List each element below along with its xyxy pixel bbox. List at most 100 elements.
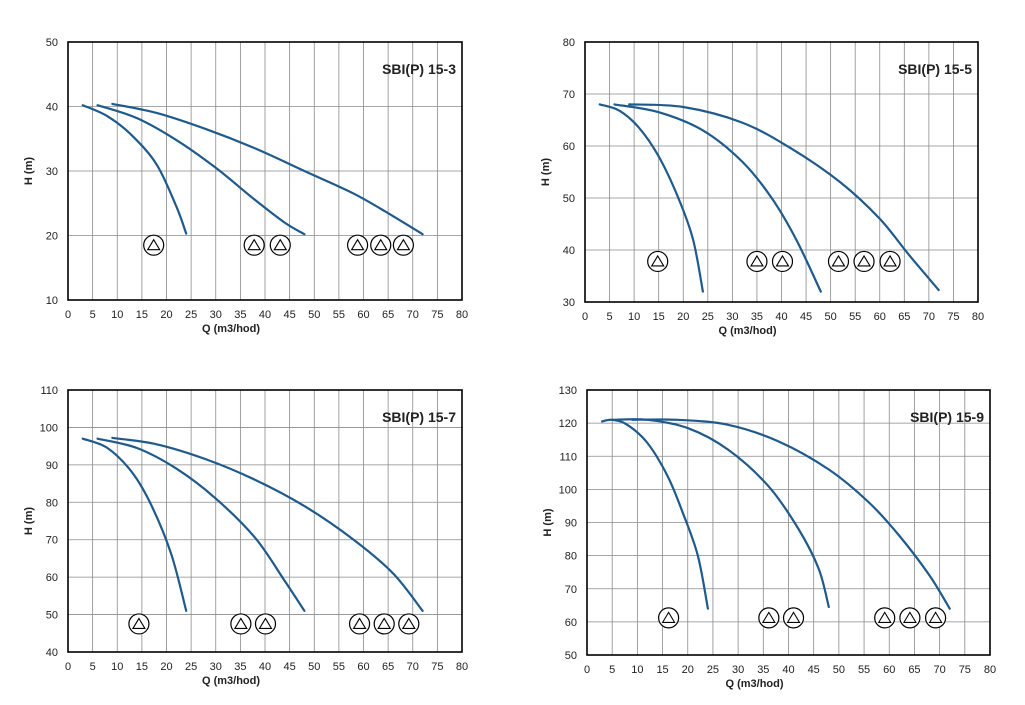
x-tick-label: 35 bbox=[234, 661, 246, 673]
x-tick-label: 20 bbox=[677, 311, 689, 323]
pump-marker-icon bbox=[853, 250, 875, 273]
x-tick-label: 5 bbox=[90, 661, 96, 673]
y-tick-label: 110 bbox=[559, 451, 577, 463]
x-axis-label: Q (m3/hod) bbox=[202, 323, 260, 335]
x-tick-label: 25 bbox=[185, 661, 197, 673]
y-tick-label: 20 bbox=[46, 231, 58, 243]
y-tick-label: 60 bbox=[565, 617, 577, 629]
y-tick-label: 130 bbox=[559, 385, 577, 397]
pump-marker-icon bbox=[899, 607, 921, 629]
triangle-icon bbox=[258, 617, 273, 629]
x-tick-label: 15 bbox=[136, 661, 148, 673]
x-tick-label: 20 bbox=[160, 309, 172, 321]
x-tick-label: 65 bbox=[382, 309, 394, 321]
x-tick-label: 15 bbox=[656, 664, 668, 676]
x-tick-label: 30 bbox=[210, 309, 222, 321]
y-tick-label: 10 bbox=[46, 295, 58, 307]
x-tick-label: 80 bbox=[972, 311, 984, 323]
x-tick-label: 60 bbox=[883, 664, 895, 676]
triangle-icon bbox=[396, 238, 411, 251]
x-tick-label: 30 bbox=[726, 311, 738, 323]
marker-circle bbox=[370, 234, 392, 256]
y-tick-label: 70 bbox=[46, 535, 58, 547]
triangle-icon bbox=[883, 254, 898, 267]
chart-title: SBI(P) 15-5 bbox=[898, 61, 972, 77]
triangle-icon bbox=[786, 611, 801, 623]
y-tick-label: 50 bbox=[46, 610, 58, 622]
marker-circle bbox=[658, 607, 680, 629]
x-tick-label: 55 bbox=[333, 309, 345, 321]
x-tick-label: 50 bbox=[833, 664, 845, 676]
pump-curve-2 bbox=[96, 104, 306, 236]
chart-panel-2: 0 5 10 15 20 25 30 35 40 45 50 55 60 65 70 75 80 30 40 50 60… bbox=[540, 37, 984, 337]
y-tick-label: 70 bbox=[565, 584, 577, 596]
pump-curve-3 bbox=[111, 436, 424, 612]
marker-circle bbox=[269, 234, 291, 256]
pump-curve-1 bbox=[601, 418, 709, 610]
x-tick-label: 75 bbox=[431, 309, 443, 321]
pump-curve-3 bbox=[111, 102, 424, 236]
x-tick-label: 35 bbox=[757, 664, 769, 676]
x-tick-label: 55 bbox=[333, 661, 345, 673]
y-tick-label: 90 bbox=[565, 518, 577, 530]
marker-circle bbox=[771, 250, 794, 273]
pump-marker-icon bbox=[128, 613, 150, 635]
x-tick-label: 65 bbox=[898, 311, 910, 323]
y-tick-label: 30 bbox=[563, 297, 575, 309]
triangle-icon bbox=[775, 254, 790, 267]
pump-marker-icon bbox=[782, 607, 805, 629]
y-tick-label: 40 bbox=[46, 647, 58, 659]
x-tick-label: 20 bbox=[682, 664, 694, 676]
marker-circle bbox=[924, 607, 947, 629]
x-tick-label: 50 bbox=[308, 661, 320, 673]
x-tick-label: 0 bbox=[582, 311, 588, 323]
triangle-icon bbox=[877, 611, 892, 623]
x-tick-label: 50 bbox=[825, 311, 837, 323]
marker-circle bbox=[346, 234, 369, 256]
pump-marker-icon bbox=[647, 250, 669, 273]
y-axis-label: H (m) bbox=[540, 158, 552, 186]
x-tick-label: 0 bbox=[65, 661, 71, 673]
x-tick-label: 60 bbox=[357, 661, 369, 673]
pump-marker-icon bbox=[230, 613, 252, 635]
marker-circle bbox=[899, 607, 921, 629]
x-tick-label: 40 bbox=[782, 664, 794, 676]
marker-circle bbox=[254, 613, 277, 635]
pump-marker-icon bbox=[874, 607, 896, 629]
pump-marker-icon bbox=[348, 613, 371, 635]
pump-marker-icon bbox=[771, 250, 794, 273]
y-tick-label: 100 bbox=[559, 484, 577, 496]
x-tick-label: 45 bbox=[284, 309, 296, 321]
x-tick-label: 60 bbox=[874, 311, 886, 323]
x-tick-label: 45 bbox=[808, 664, 820, 676]
pump-marker-icon bbox=[924, 607, 947, 629]
marker-circle bbox=[879, 250, 901, 273]
x-axis-label: Q (m3/hod) bbox=[725, 678, 783, 690]
x-tick-label: 75 bbox=[431, 661, 443, 673]
triangle-icon bbox=[247, 238, 262, 251]
x-tick-label: 75 bbox=[947, 311, 959, 323]
pump-marker-icon bbox=[398, 613, 420, 635]
pump-marker-icon bbox=[269, 234, 291, 256]
triangle-icon bbox=[902, 611, 917, 623]
pump-curve-2 bbox=[613, 103, 822, 293]
marker-circle bbox=[373, 613, 395, 635]
marker-circle bbox=[758, 607, 780, 629]
pump-curve-2 bbox=[96, 437, 306, 612]
x-tick-label: 10 bbox=[631, 664, 643, 676]
x-tick-label: 30 bbox=[210, 661, 222, 673]
chart-title: SBI(P) 15-3 bbox=[382, 61, 456, 77]
x-tick-label: 15 bbox=[136, 309, 148, 321]
y-axis-label: H (m) bbox=[23, 157, 35, 185]
x-tick-label: 5 bbox=[90, 309, 96, 321]
x-tick-label: 80 bbox=[456, 309, 468, 321]
y-tick-label: 40 bbox=[563, 245, 575, 257]
pump-marker-icon bbox=[346, 234, 369, 256]
marker-circle bbox=[782, 607, 805, 629]
marker-circle bbox=[392, 234, 414, 256]
marker-circle bbox=[143, 234, 165, 256]
triangle-icon bbox=[831, 254, 846, 267]
x-tick-label: 20 bbox=[160, 661, 172, 673]
triangle-icon bbox=[352, 617, 367, 629]
